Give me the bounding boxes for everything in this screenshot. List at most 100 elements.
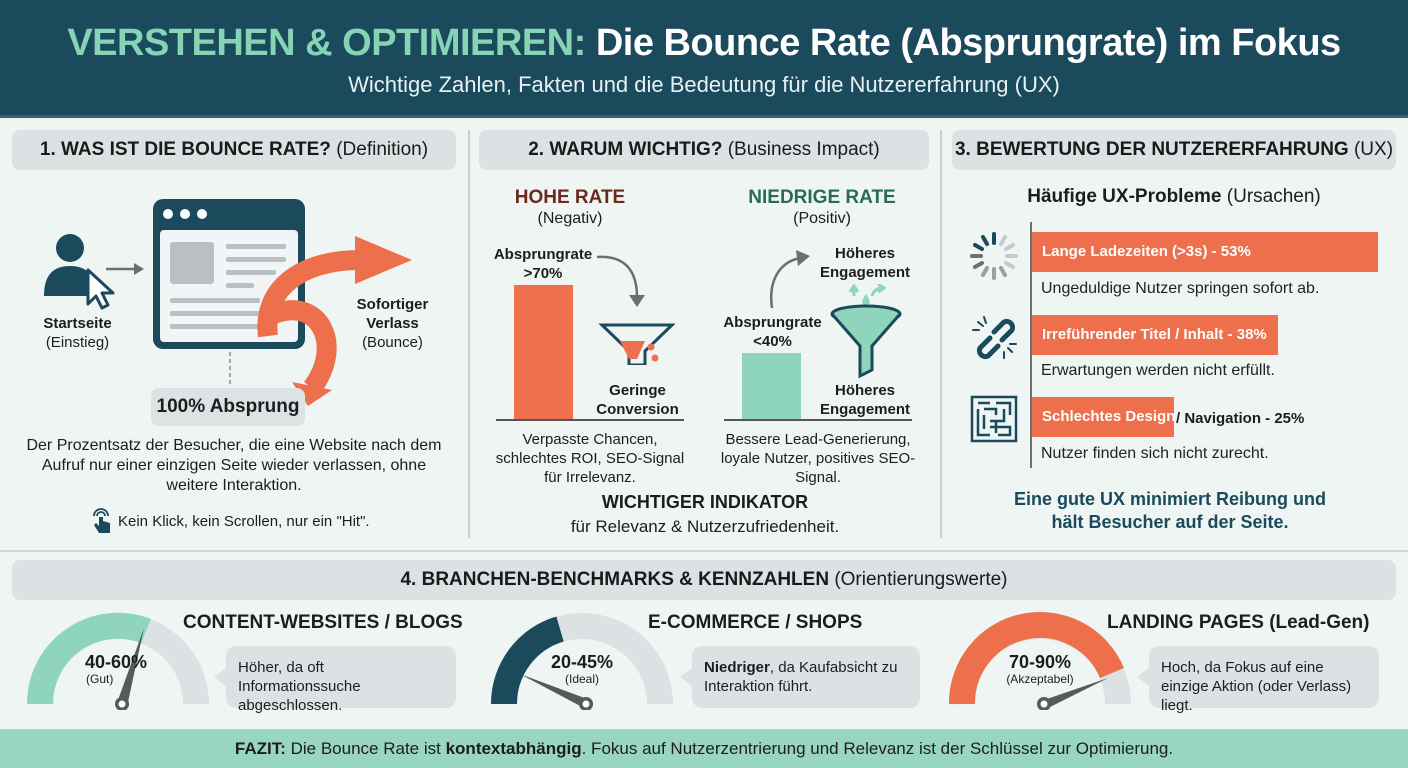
gauge-label-3: 70-90% (Akzeptabel) (996, 652, 1084, 686)
column-divider (940, 130, 942, 538)
tap-hand-icon (93, 508, 110, 533)
bubble-text: , da Kaufabsicht zu Interaktion führt. (704, 659, 898, 695)
section-divider (0, 550, 1408, 552)
bubble-bold: Niedriger (704, 659, 770, 676)
engagement-funnel-icon (830, 284, 902, 379)
heading-light: (Definition) (330, 139, 429, 160)
ux-problem-bar-2: Irreführender Titel / Inhalt - 38% (1032, 315, 1278, 355)
section-4-heading: 4. BRANCHEN-BENCHMARKS & KENNZAHLEN (Ori… (12, 560, 1396, 600)
note-text: Kein Klick, kein Scrollen, nur ein "Hit"… (118, 513, 370, 530)
high-bar-label: Absprungrate >70% (488, 245, 598, 283)
absprung-pill: 100% Absprung (151, 388, 305, 426)
indicator-sub: für Relevanz & Nutzerzufriedenheit. (570, 517, 840, 536)
heading-bold: 4. BRANCHEN-BENCHMARKS & KENNZAHLEN (400, 569, 830, 590)
gauge-rating: (Ideal) (564, 672, 599, 686)
exit-label-1: Sofortiger (356, 296, 429, 313)
bubble-text: Hoch, da Fokus auf eine einzige Aktion (… (1161, 659, 1352, 714)
high-rate-desc: Verpasste Chancen, schlechtes ROI, SEO-S… (495, 431, 685, 486)
curved-arrow-up-icon (769, 250, 810, 309)
ux-conclusion: Eine gute UX minimiert Reibung und hält … (1013, 489, 1326, 532)
arrow-right-icon (106, 263, 144, 275)
gauge-ecommerce (490, 613, 673, 710)
gauge-range: 40-60% (84, 652, 148, 672)
label-line: Höheres (834, 382, 896, 399)
ux-problem-bar-1: Lange Ladezeiten (>3s) - 53% (1032, 232, 1378, 272)
section-1-heading: 1. WAS IST DIE BOUNCE RATE? (Definition) (12, 130, 456, 170)
label-line: Höheres (834, 245, 896, 262)
start-label: Startseite (43, 315, 112, 332)
label-line: Engagement (819, 264, 910, 281)
gauge-landing-pages (948, 612, 1131, 710)
bench-bubble-3: Hoch, da Fokus auf eine einzige Aktion (… (1137, 646, 1379, 714)
column-divider (468, 130, 470, 538)
ux-problem-desc-1: Ungeduldige Nutzer springen sofort ab. (1041, 280, 1320, 297)
subheading-bold: Häufige UX-Probleme (1027, 186, 1222, 207)
ux-timeline-line (1030, 222, 1032, 468)
browser-bounce-illustration (153, 199, 412, 406)
low-bar-label: Absprungrate <40% (720, 313, 825, 351)
bench-bubble-2: Niedriger, da Kaufabsicht zu Interaktion… (680, 646, 920, 708)
ux-problem-bar-3: Schlechtes Design (1032, 397, 1175, 437)
start-sub: (Einstieg) (45, 334, 110, 351)
low-rate-sub: (Positiv) (793, 210, 851, 227)
baseline (496, 419, 684, 421)
indicator-title: WICHTIGER INDIKATOR (601, 492, 809, 512)
high-rate-title: HOHE RATE (514, 187, 626, 208)
broken-link-icon (972, 316, 1017, 360)
page-subtitle: Wichtige Zahlen, Fakten und die Bedeutun… (348, 72, 1060, 97)
label-line: Geringe (609, 382, 666, 399)
exit-sub: (Bounce) (362, 334, 423, 351)
title-accent: VERSTEHEN & OPTIMIEREN: (67, 22, 586, 64)
high-rate-bar (514, 285, 573, 420)
heading-bold: 1. WAS IST DIE BOUNCE RATE? (39, 139, 331, 160)
ux-problem-bar-3-suffix: / Navigation - 25% (1176, 410, 1305, 427)
higher-engagement-bottom: Höheres Engagement (815, 381, 915, 419)
high-rate-sub: (Negativ) (537, 210, 603, 227)
gauge-rating: (Gut) (86, 672, 114, 686)
leaky-funnel-icon (596, 255, 675, 365)
heading-light: (UX) (1348, 139, 1394, 160)
higher-engagement-top: Höheres Engagement (815, 244, 915, 282)
label-line: Absprungrate (723, 314, 822, 331)
exit-label-2: Verlass (366, 315, 419, 332)
bench-title-2: E-COMMERCE / SHOPS (648, 612, 863, 633)
heading-bold: 3. BEWERTUNG DER NUTZERERFAHRUNG (954, 139, 1349, 160)
bubble-text: Höher, da oft Informationssuche abgeschl… (238, 659, 361, 714)
bench-title-3: LANDING PAGES (Lead-Gen) (1107, 612, 1370, 633)
section-2-heading: 2. WARUM WICHTIG? (Business Impact) (479, 130, 929, 170)
label-line: Engagement (819, 401, 910, 418)
label-line: Absprungrate (493, 246, 593, 263)
header-banner: VERSTEHEN & OPTIMIEREN: Die Bounce Rate … (0, 0, 1408, 118)
gauge-rating: (Akzeptabel) (1006, 672, 1074, 686)
title-main: Die Bounce Rate (Absprungrate) im Fokus (585, 22, 1341, 64)
user-icon (44, 234, 115, 310)
low-rate-desc: Bessere Lead-Generierung, loyale Nutzer,… (720, 431, 916, 486)
gauge-range: 70-90% (1008, 652, 1072, 672)
gauge-label-2: 20-45% (Ideal) (542, 652, 622, 686)
heading-light: (Orientierungswerte) (829, 569, 1008, 590)
ux-problem-desc-2: Erwartungen werden nicht erfüllt. (1041, 362, 1275, 379)
footer-text: . Fokus auf Nutzerzentrierung und Releva… (581, 739, 1174, 758)
footer-conclusion: FAZIT: Die Bounce Rate ist kontextabhäng… (0, 729, 1408, 768)
bench-bubble-1: Höher, da oft Informationssuche abgeschl… (214, 646, 456, 714)
heading-light: (Business Impact) (722, 139, 880, 160)
footer-text: Die Bounce Rate ist (285, 739, 446, 758)
baseline (724, 419, 912, 421)
footer-bold: kontextabhängig (445, 739, 582, 758)
ux-problem-desc-3: Nutzer finden sich nicht zurecht. (1041, 445, 1269, 462)
heading-bold: 2. WARUM WICHTIG? (528, 139, 723, 160)
ux-problems-subheading: Häufige UX-Probleme (Ursachen) (952, 186, 1396, 208)
bench-title-1: CONTENT-WEBSITES / BLOGS (183, 612, 463, 633)
section-3-heading: 3. BEWERTUNG DER NUTZERERFAHRUNG (UX) (952, 130, 1396, 170)
subheading-light: (Ursachen) (1221, 186, 1321, 207)
page-title: VERSTEHEN & OPTIMIEREN: Die Bounce Rate … (0, 22, 1408, 65)
gauge-label-1: 40-60% (Gut) (76, 652, 156, 686)
label-line: Conversion (596, 401, 679, 418)
gauge-content-websites (26, 612, 209, 710)
definition-text: Der Prozentsatz der Besucher, die eine W… (26, 437, 442, 494)
loading-spinner-icon (970, 232, 1018, 280)
footer-label: FAZIT: (234, 739, 286, 758)
maze-icon (970, 395, 1018, 443)
label-line: <40% (753, 333, 792, 350)
low-conversion-label: Geringe Conversion (590, 381, 685, 419)
